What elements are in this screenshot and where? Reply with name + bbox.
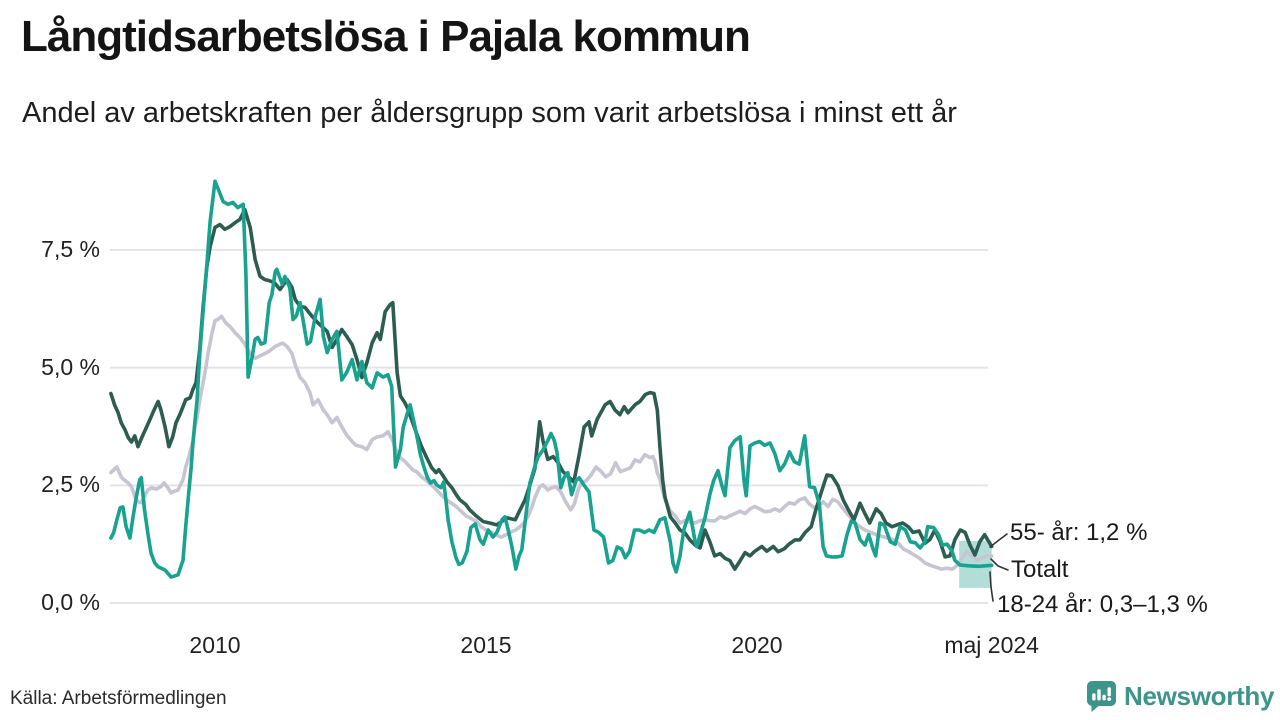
newsworthy-bubble-chart-icon [1086,680,1117,713]
series-line-18-24-r [109,179,994,579]
series-line-totalt [109,314,994,571]
y-axis-tick-label: 5,0 % [41,353,100,380]
x-axis-tick-label: 2020 [731,632,783,658]
x-axis-tick-label: 2015 [460,632,512,658]
y-axis-tick-label: 2,5 % [41,471,100,498]
page-title: Långtidsarbetslösa i Pajala kommun [21,12,751,61]
series-line-55-r [109,207,994,571]
series-label-18-24-ar: 18-24 år: 0,3–1,3 % [997,591,1208,618]
y-axis-tick-label: 0,0 % [41,589,100,615]
y-axis-tick-label: 7,5 % [41,235,100,262]
x-axis-tick-label: 2010 [189,632,241,658]
source-note: Källa: Arbetsförmedlingen [10,688,227,709]
page-subtitle: Andel av arbetskraften per åldersgrupp s… [22,97,957,129]
series-label-totalt: Totalt [1011,556,1069,583]
x-axis-tick-label: maj 2024 [944,632,1039,658]
annotation-leader-line [990,558,1009,571]
newsworthy-wordmark: Newsworthy [1124,681,1275,711]
newsworthy-logo: Newsworthy [1086,680,1274,713]
series-label-55-ar: 55- år: 1,2 % [1010,519,1148,546]
annotation-leader-line [989,571,994,602]
annotation-leader-line [989,533,1008,548]
